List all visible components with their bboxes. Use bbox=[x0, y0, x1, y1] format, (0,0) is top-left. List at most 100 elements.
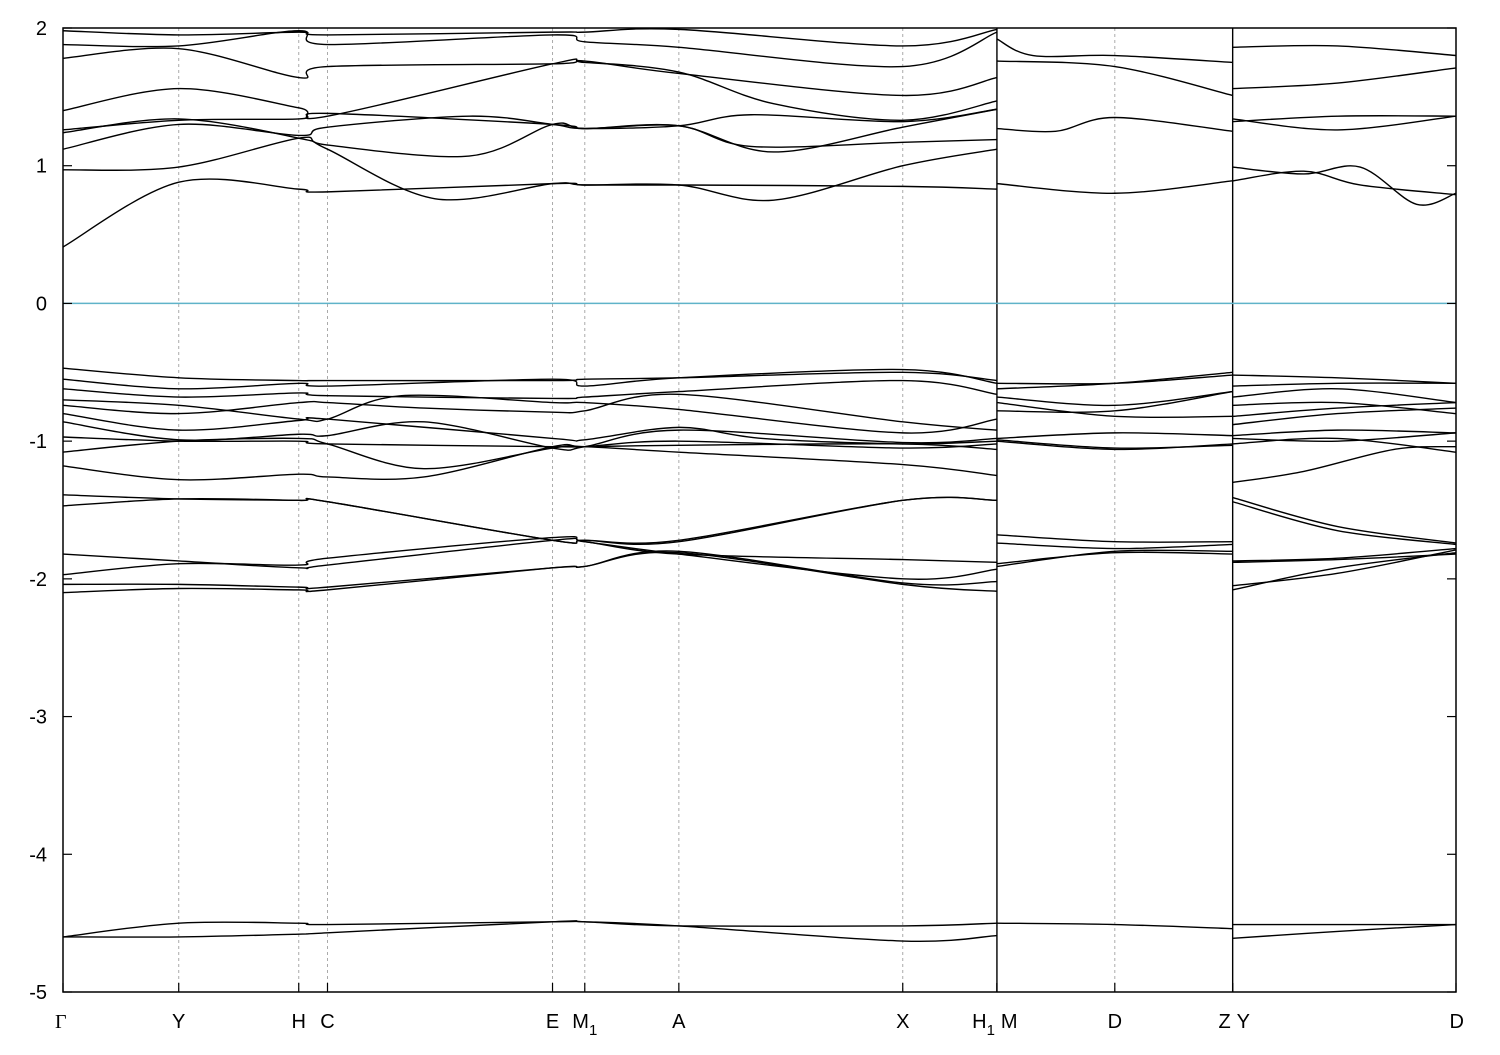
band-line bbox=[1232, 374, 1457, 384]
y-tick-label: 0 bbox=[36, 293, 47, 315]
band-line bbox=[62, 412, 997, 445]
band-line bbox=[62, 28, 998, 47]
x-tick-label-main: Γ bbox=[55, 1011, 67, 1033]
x-tick-label: Z bbox=[1218, 1011, 1230, 1033]
band-line bbox=[1232, 401, 1457, 415]
band-line bbox=[996, 439, 1233, 449]
x-tick-label: Γ bbox=[55, 1011, 67, 1033]
band-line bbox=[62, 368, 998, 390]
band-line bbox=[62, 108, 998, 171]
band-line bbox=[996, 542, 1233, 550]
x-tick-label-main: A bbox=[672, 1011, 686, 1033]
band-line bbox=[62, 118, 998, 202]
y-tick-layer: -5 -4 -3 -2 -1 0 1 2 bbox=[29, 18, 1456, 1004]
band-line bbox=[1232, 445, 1457, 484]
x-tick-label-main: Z bbox=[1218, 1011, 1230, 1033]
y-tick-label: -5 bbox=[29, 982, 47, 1004]
band-line bbox=[1232, 401, 1457, 418]
band-line bbox=[62, 551, 997, 594]
x-tick-label-main: Y bbox=[1237, 1011, 1250, 1033]
x-tick-label-main: M bbox=[1001, 1011, 1018, 1033]
band-line bbox=[1232, 407, 1457, 426]
x-tick-label: A bbox=[672, 1011, 686, 1033]
x-tick-label: M1 bbox=[572, 1011, 597, 1039]
band-line bbox=[1232, 44, 1457, 57]
band-line bbox=[996, 390, 1233, 413]
band-line bbox=[1232, 388, 1457, 404]
x-tick-label: D bbox=[1450, 1011, 1464, 1033]
y-tick-label: -1 bbox=[29, 431, 47, 453]
band-line bbox=[62, 393, 997, 431]
y-tick-label: 1 bbox=[36, 156, 47, 178]
x-tick-label-main: E bbox=[546, 1011, 559, 1033]
y-tick-label: -4 bbox=[29, 844, 47, 866]
band-line bbox=[62, 108, 998, 153]
band-line bbox=[996, 534, 1233, 543]
x-tick-label-main: Y bbox=[172, 1011, 185, 1033]
band-line bbox=[996, 432, 1233, 440]
band-line bbox=[996, 922, 1233, 930]
x-tick-label-subscript: 1 bbox=[987, 1022, 995, 1039]
x-tick-label: X bbox=[896, 1011, 909, 1033]
x-tick-label: D bbox=[1108, 1011, 1122, 1033]
x-tick-label: E bbox=[546, 1011, 559, 1033]
band-line bbox=[1232, 437, 1457, 453]
y-tick-label: 2 bbox=[36, 18, 47, 40]
band-line bbox=[1232, 115, 1457, 123]
band-line bbox=[1232, 923, 1457, 939]
band-line bbox=[996, 116, 1233, 133]
x-tick-layer: Γ Y H C E M1 A X H1 M D Z Y D bbox=[55, 983, 1464, 1039]
x-tick-label-main: D bbox=[1108, 1011, 1122, 1033]
band-line bbox=[62, 436, 997, 451]
band-line bbox=[996, 390, 1233, 407]
band-line bbox=[62, 58, 998, 121]
band-line bbox=[62, 496, 997, 546]
band-line bbox=[996, 371, 1233, 390]
y-tick-label: -3 bbox=[29, 707, 47, 729]
x-tick-label-main: X bbox=[896, 1011, 909, 1033]
x-tick-label: M bbox=[1001, 1011, 1018, 1033]
band-line bbox=[1232, 551, 1457, 591]
band-line bbox=[62, 178, 997, 248]
band-line bbox=[1232, 67, 1457, 90]
band-line bbox=[1232, 496, 1457, 544]
band-line bbox=[62, 47, 998, 97]
band-line bbox=[996, 38, 1233, 64]
band-line bbox=[996, 551, 1233, 565]
band-line bbox=[1232, 115, 1457, 131]
band-line bbox=[1232, 382, 1457, 387]
band-line bbox=[1232, 165, 1457, 206]
band-line bbox=[996, 60, 1233, 97]
band-line bbox=[1232, 432, 1457, 442]
x-tick-label: H1 bbox=[972, 1011, 995, 1039]
band-line bbox=[996, 180, 1233, 194]
band-line bbox=[62, 394, 998, 434]
plot-frame-layer bbox=[62, 27, 1457, 993]
x-tick-label: Y bbox=[172, 1011, 185, 1033]
y-tick-label: -2 bbox=[29, 569, 47, 591]
x-tick-label-main: D bbox=[1450, 1011, 1464, 1033]
x-tick-label: H bbox=[292, 1011, 306, 1033]
band-line bbox=[62, 920, 997, 943]
x-tick-label: Y bbox=[1237, 1011, 1250, 1033]
x-tick-label-main: C bbox=[320, 1011, 334, 1033]
x-tick-label-main: H bbox=[972, 1011, 986, 1033]
x-tick-label-main: M bbox=[572, 1011, 589, 1033]
band-line bbox=[1232, 170, 1457, 196]
band-line bbox=[62, 440, 997, 481]
band-line bbox=[62, 379, 998, 400]
x-tick-label: C bbox=[320, 1011, 334, 1033]
bands-layer bbox=[62, 28, 1457, 943]
band-line bbox=[62, 437, 998, 477]
plot-frame bbox=[62, 27, 1457, 993]
x-tick-label-subscript: 1 bbox=[589, 1022, 597, 1039]
band-line bbox=[1232, 501, 1457, 546]
x-tick-label-main: H bbox=[292, 1011, 306, 1033]
band-line bbox=[996, 549, 1233, 568]
band-line bbox=[1232, 547, 1457, 562]
band-line bbox=[996, 401, 1233, 419]
band-line bbox=[1232, 429, 1457, 437]
